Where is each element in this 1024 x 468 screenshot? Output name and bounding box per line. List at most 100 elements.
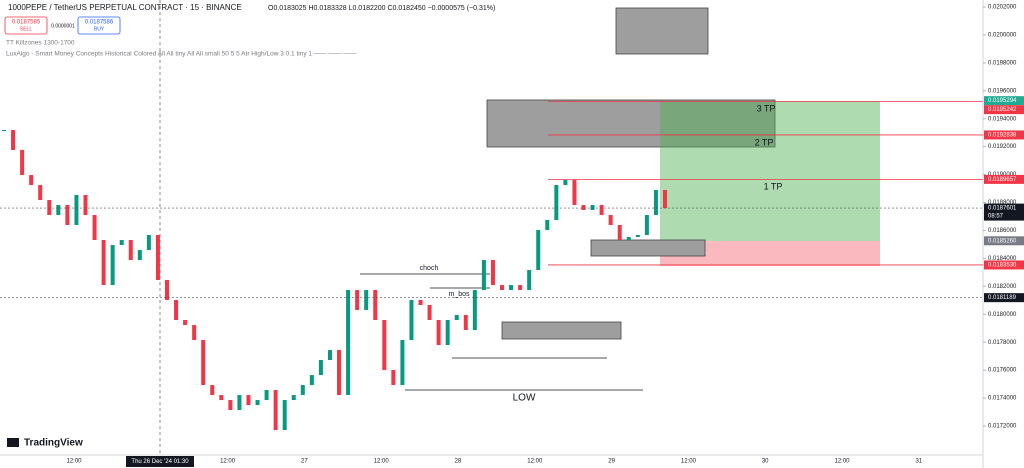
candle (237, 395, 242, 411)
candle (146, 235, 151, 251)
y-tick-label: 0.0176000 (988, 368, 1017, 374)
candle (38, 185, 43, 201)
candle (309, 375, 314, 386)
zone (590, 239, 706, 257)
price-tag-label: 0.0195242 (988, 107, 1017, 113)
crosshair-label: Thu 26 Dec '24 01:30 (131, 459, 189, 465)
y-tick-label: 0.0172000 (988, 424, 1017, 430)
price-tag (984, 260, 1024, 270)
annotation: m_bos (448, 291, 470, 298)
candle (373, 290, 378, 321)
candle (29, 175, 34, 186)
candle (201, 340, 206, 386)
indicator: TT Killzones 1300-1700 (6, 40, 75, 47)
y-tick-label: 0.0202000 (988, 5, 1017, 11)
candle (382, 320, 387, 371)
sell-price: 0.0187585 (12, 20, 41, 26)
candle (490, 260, 495, 286)
price-tag (984, 203, 1024, 221)
candle (626, 237, 631, 241)
candle (192, 325, 197, 341)
candle (20, 150, 25, 176)
candle (119, 240, 124, 246)
y-tick-label: 0.0186000 (988, 228, 1017, 234)
candle (364, 290, 369, 311)
candle (183, 320, 188, 326)
candle (590, 205, 595, 210)
candle (83, 195, 88, 216)
y-tick-label: 0.0182000 (988, 284, 1017, 290)
candle (391, 370, 396, 386)
candle (608, 215, 613, 226)
candle (454, 315, 459, 321)
candle (355, 290, 360, 311)
price-tag-label: 0.0192838 (988, 133, 1017, 139)
buy-button[interactable] (77, 16, 121, 35)
candle (554, 185, 559, 221)
sell-button[interactable] (4, 16, 48, 35)
price-tag-label: 0.0195294 (988, 98, 1017, 104)
buy-label: BUY (94, 26, 105, 32)
candle (282, 400, 287, 431)
candle (418, 300, 423, 306)
x-tick-label: 27 (301, 459, 308, 465)
x-tick-label: 12:00 (527, 459, 543, 465)
candle (110, 245, 115, 286)
candle (463, 315, 468, 331)
x-tick-label: 31 (915, 459, 922, 465)
candle (635, 235, 640, 238)
indicator: LuxAlgo - Smart Money Concepts Historica… (6, 51, 357, 58)
x-tick-label: 30 (762, 459, 769, 465)
x-tick-label: 12:00 (681, 459, 697, 465)
price-tag-label: 0.0183530 (988, 263, 1017, 269)
price-tag (984, 130, 1024, 140)
candle (599, 205, 604, 216)
candle (518, 285, 523, 291)
candle (500, 285, 505, 291)
candle (644, 215, 649, 236)
annotation: 1 TP (764, 181, 783, 191)
price-tag (984, 105, 1024, 115)
candle (128, 240, 133, 261)
price-tag (984, 293, 1024, 303)
y-tick-label: 0.0188000 (988, 200, 1017, 206)
candle (174, 300, 179, 321)
brand: TradingView (24, 438, 83, 449)
candle (436, 320, 441, 346)
candle (337, 350, 342, 396)
candle (509, 285, 514, 291)
candle (318, 360, 323, 376)
candle (445, 320, 450, 346)
price-tag (984, 174, 1024, 184)
candle (481, 260, 486, 291)
target-zone (660, 101, 880, 241)
candle (155, 235, 160, 281)
annotation: LOW (513, 393, 536, 404)
y-tick-label: 0.0178000 (988, 340, 1017, 346)
candle (527, 270, 532, 291)
candle (663, 190, 667, 209)
candle (246, 395, 251, 406)
y-tick-label: 0.0184000 (988, 256, 1017, 262)
x-tick-label: 12:00 (220, 459, 236, 465)
candle (572, 180, 577, 206)
price-tag-label: 0.0181189 (988, 295, 1017, 301)
x-tick-label: 12:00 (66, 459, 82, 465)
spread: 0.0000001 (51, 23, 75, 29)
candle (273, 390, 278, 431)
candle (65, 205, 70, 226)
candle (56, 205, 61, 216)
x-tick-label: 29 (608, 459, 615, 465)
candle (2, 130, 6, 132)
candle (228, 400, 233, 411)
candle (47, 200, 52, 216)
candle (581, 205, 586, 210)
candle (264, 390, 269, 401)
candle (400, 340, 405, 386)
price-tag-label: 0.0187601 (988, 206, 1017, 212)
x-tick-label: 28 (455, 459, 462, 465)
candle (291, 395, 296, 401)
candle (219, 395, 224, 401)
annotation: choch (420, 265, 439, 272)
